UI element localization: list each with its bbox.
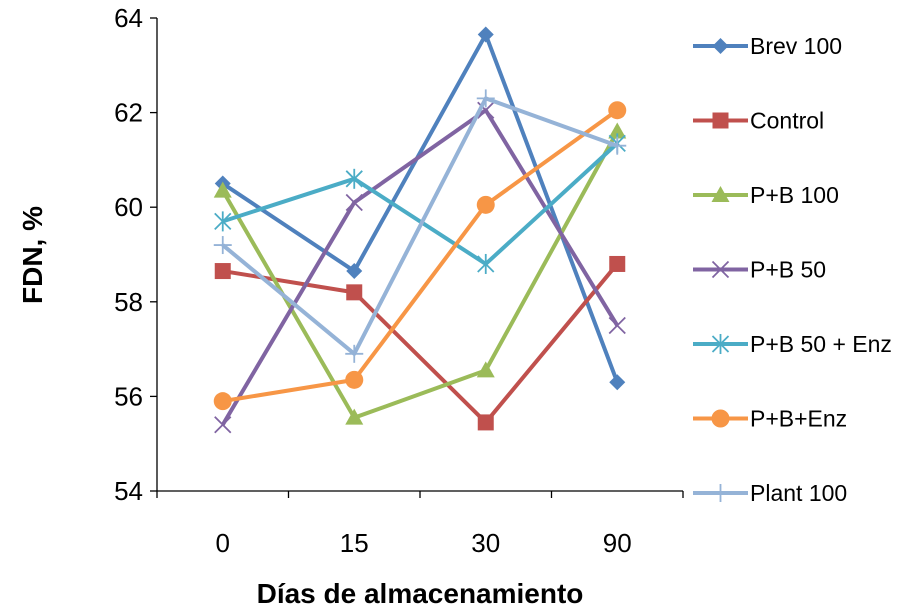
series-line-control: [222, 262, 619, 425]
data-point-p-b-100: [345, 408, 364, 425]
legend-marker: [712, 38, 729, 54]
data-point-brev-100: [346, 263, 363, 280]
x-tick-label: 15: [340, 528, 369, 558]
data-point-p-b-enz: [213, 392, 232, 411]
data-point-p-b-enz: [345, 370, 364, 389]
data-point-plant-100: [213, 236, 232, 255]
x-axis-title: Días de almacenamiento: [257, 578, 584, 609]
legend-item-p-b-100: P+B 100: [693, 182, 839, 208]
series-layer: [213, 26, 627, 434]
data-point-p-b-50-enz: [345, 168, 363, 189]
legend-label: P+B 50: [750, 257, 826, 283]
series-line-p-b-enz: [222, 108, 619, 404]
data-point-p-b-50-enz: [477, 253, 495, 274]
data-point-p-b-50: [608, 316, 626, 335]
y-tick-label: 64: [114, 3, 143, 33]
data-point-control: [214, 263, 231, 280]
data-point-p-b-50: [345, 193, 363, 212]
axes: 54 56 58 60 62 64 0 15 30 90: [114, 3, 684, 558]
series-line-p-b-100: [221, 130, 620, 420]
legend-item-plant-100: Plant 100: [693, 480, 847, 506]
data-point-p-b-50-enz: [214, 211, 232, 232]
data-point-plant-100: [345, 344, 364, 363]
legend-label: P+B 100: [750, 182, 839, 208]
legend-marker: [711, 334, 730, 354]
data-point-p-b-enz: [476, 195, 495, 214]
legend-item-control: Control: [693, 108, 824, 134]
legend-marker: [711, 484, 730, 502]
data-point-p-b-100: [476, 361, 495, 378]
data-point-plant-100: [608, 136, 627, 155]
y-tick-label: 58: [114, 287, 143, 317]
data-point-p-b-enz: [608, 101, 627, 120]
data-point-p-b-50: [214, 416, 232, 434]
y-axis-title: FDN, %: [17, 206, 48, 304]
legend-marker: [712, 112, 729, 129]
data-point-p-b-100: [608, 122, 627, 139]
series-line-p-b-50: [221, 108, 619, 426]
x-tick-label: 0: [216, 528, 230, 558]
y-tick-label: 56: [114, 381, 143, 411]
data-point-p-b-100: [213, 181, 232, 198]
legend-label: P+B+Enz: [750, 406, 847, 432]
x-tick-label: 90: [603, 528, 632, 558]
legend-label: Control: [750, 108, 824, 134]
data-point-brev-100: [477, 26, 494, 43]
legend-label: P+B 50 + Enz: [750, 331, 892, 357]
x-tick-label: 30: [471, 528, 500, 558]
legend: Brev 100 Control P+B 100 P+B 50 P+B 50 + Enz…: [693, 33, 892, 506]
data-point-control: [477, 414, 494, 431]
data-point-control: [609, 255, 626, 272]
data-point-plant-100: [476, 89, 495, 108]
legend-item-p-b-enz: P+B+Enz: [693, 406, 847, 432]
legend-marker: [711, 186, 730, 202]
series-plant-100: [213, 89, 627, 363]
legend-marker: [711, 409, 730, 428]
data-point-brev-100: [609, 374, 626, 391]
legend-item-p-b-50: P+B 50: [693, 257, 826, 283]
legend-label: Plant 100: [750, 480, 847, 506]
legend-item-brev-100: Brev 100: [693, 33, 842, 59]
legend-label: Brev 100: [750, 33, 842, 59]
series-brev-100: [214, 26, 626, 391]
y-tick-label: 54: [114, 476, 143, 506]
y-tick-label: 62: [114, 98, 143, 128]
series-line-plant-100: [221, 96, 618, 356]
data-point-control: [346, 284, 363, 301]
series-p-b-100: [213, 122, 627, 425]
legend-item-p-b-50-enz: P+B 50 + Enz: [693, 331, 892, 357]
series-p-b-50-enz: [214, 133, 626, 274]
y-tick-label: 60: [114, 192, 143, 222]
series-line-p-b-50-enz: [222, 141, 619, 266]
legend-marker: [711, 260, 730, 279]
series-control: [214, 255, 626, 431]
series-line-brev-100: [221, 32, 620, 383]
series-p-b-enz: [213, 101, 627, 411]
